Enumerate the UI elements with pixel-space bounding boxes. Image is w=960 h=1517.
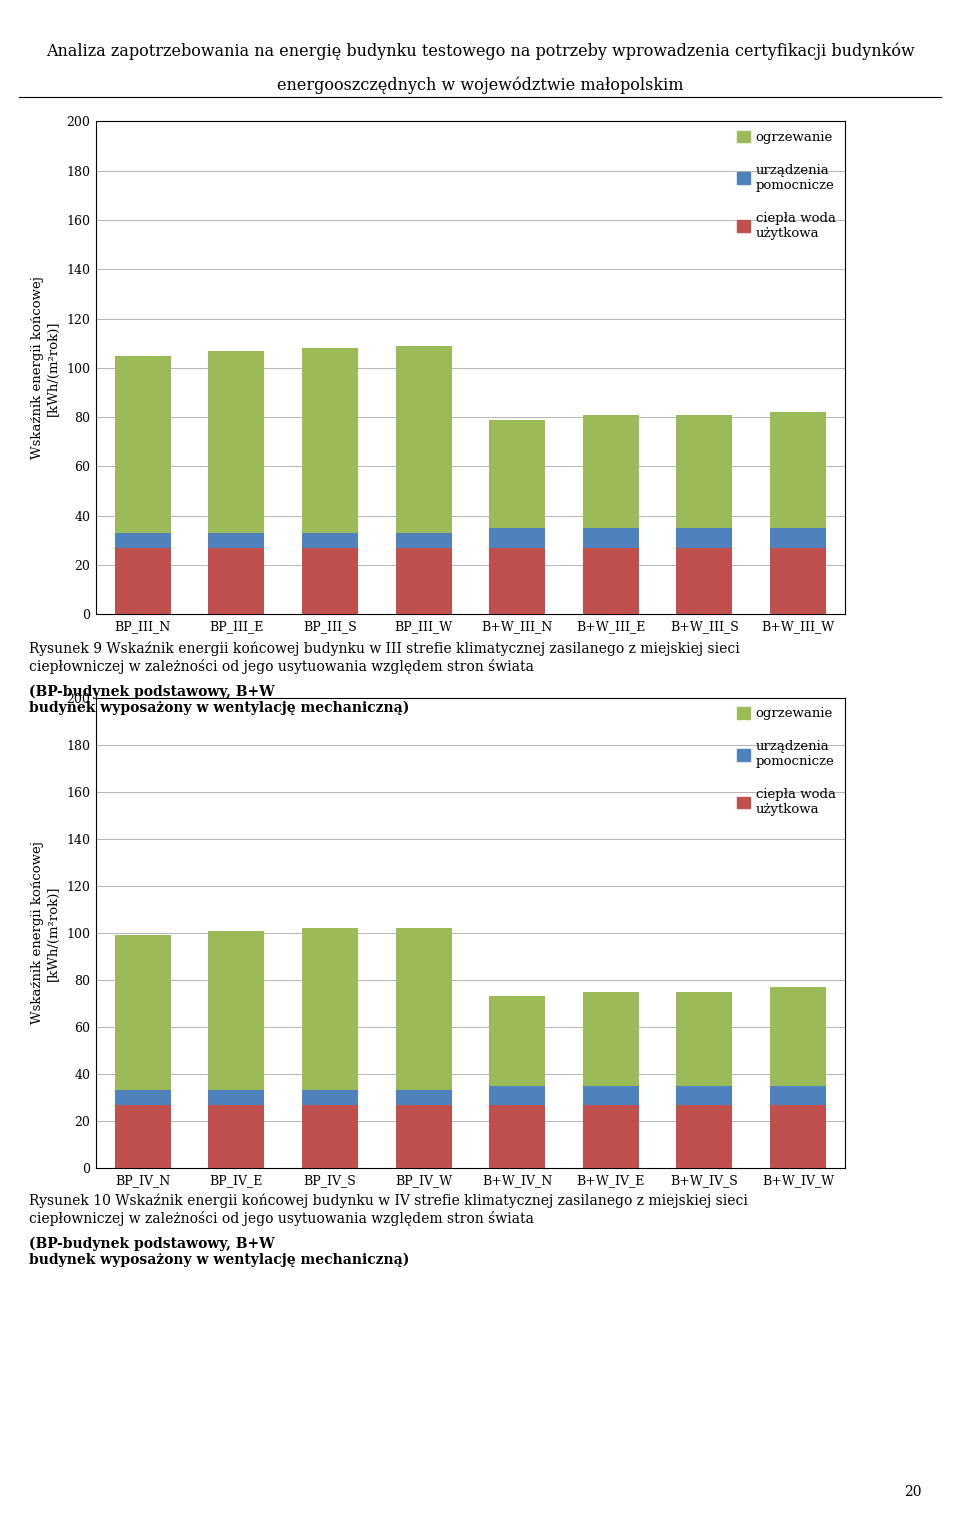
Bar bbox=[676, 548, 732, 614]
Bar bbox=[489, 548, 545, 614]
Y-axis label: Wskaźnik energii końcowej
[kWh/(m²rok)]: Wskaźnik energii końcowej [kWh/(m²rok)] bbox=[32, 842, 60, 1024]
Bar bbox=[396, 1104, 451, 1168]
Bar bbox=[489, 1086, 545, 1104]
Bar bbox=[208, 930, 264, 1091]
Bar bbox=[583, 992, 639, 1086]
Text: 20: 20 bbox=[904, 1485, 922, 1499]
Bar bbox=[676, 414, 732, 528]
Legend: ogrzewanie, urządzenia
pomocnicze, ciepła woda
użytkowa: ogrzewanie, urządzenia pomocnicze, ciepł… bbox=[732, 126, 841, 244]
Bar bbox=[583, 414, 639, 528]
Bar bbox=[208, 1091, 264, 1104]
Bar bbox=[115, 548, 171, 614]
Bar bbox=[301, 1091, 358, 1104]
Bar bbox=[489, 420, 545, 528]
Bar bbox=[208, 1104, 264, 1168]
Bar bbox=[676, 1104, 732, 1168]
Bar bbox=[583, 1104, 639, 1168]
Bar bbox=[583, 528, 639, 548]
Bar bbox=[676, 992, 732, 1086]
Bar bbox=[770, 528, 826, 548]
Bar bbox=[301, 548, 358, 614]
Text: Rysunek 10 Wskaźnik energii końcowej budynku w IV strefie klimatycznej zasilaneg: Rysunek 10 Wskaźnik energii końcowej bud… bbox=[29, 1194, 748, 1226]
Bar bbox=[396, 928, 451, 1091]
Bar bbox=[770, 413, 826, 528]
Bar bbox=[115, 936, 171, 1091]
Bar bbox=[489, 997, 545, 1086]
Bar bbox=[301, 532, 358, 548]
Bar bbox=[396, 1091, 451, 1104]
Bar bbox=[115, 355, 171, 532]
Bar bbox=[396, 346, 451, 532]
Bar bbox=[301, 1104, 358, 1168]
Bar bbox=[115, 1104, 171, 1168]
Bar bbox=[396, 548, 451, 614]
Bar bbox=[115, 1091, 171, 1104]
Bar bbox=[770, 1104, 826, 1168]
Bar bbox=[676, 528, 732, 548]
Bar bbox=[208, 350, 264, 532]
Text: (BP-budynek podstawowy, B+W
budynek wyposażony w wentylację mechaniczną): (BP-budynek podstawowy, B+W budynek wypo… bbox=[29, 1236, 409, 1267]
Text: Rysunek 9 Wskaźnik energii końcowej budynku w III strefie klimatycznej zasilaneg: Rysunek 9 Wskaźnik energii końcowej budy… bbox=[29, 642, 739, 674]
Bar bbox=[115, 532, 171, 548]
Bar bbox=[489, 1104, 545, 1168]
Bar bbox=[770, 548, 826, 614]
Bar bbox=[583, 548, 639, 614]
Legend: ogrzewanie, urządzenia
pomocnicze, ciepła woda
użytkowa: ogrzewanie, urządzenia pomocnicze, ciepł… bbox=[732, 702, 841, 821]
Bar bbox=[583, 1086, 639, 1104]
Bar bbox=[489, 528, 545, 548]
Bar bbox=[770, 988, 826, 1086]
Bar bbox=[676, 1086, 732, 1104]
Text: (BP-budynek podstawowy, B+W
budynek wyposażony w wentylację mechaniczną): (BP-budynek podstawowy, B+W budynek wypo… bbox=[29, 684, 409, 715]
Bar bbox=[208, 548, 264, 614]
Text: Analiza zapotrzebowania na energię budynku testowego na potrzeby wprowadzenia ce: Analiza zapotrzebowania na energię budyn… bbox=[46, 42, 914, 61]
Text: energooszczędnych w województwie małopolskim: energooszczędnych w województwie małopol… bbox=[276, 76, 684, 94]
Y-axis label: Wskaźnik energii końcowej
[kWh/(m²rok)]: Wskaźnik energii końcowej [kWh/(m²rok)] bbox=[32, 276, 60, 460]
Bar bbox=[301, 349, 358, 532]
Bar bbox=[770, 1086, 826, 1104]
Bar bbox=[208, 532, 264, 548]
Bar bbox=[396, 532, 451, 548]
Bar bbox=[301, 928, 358, 1091]
